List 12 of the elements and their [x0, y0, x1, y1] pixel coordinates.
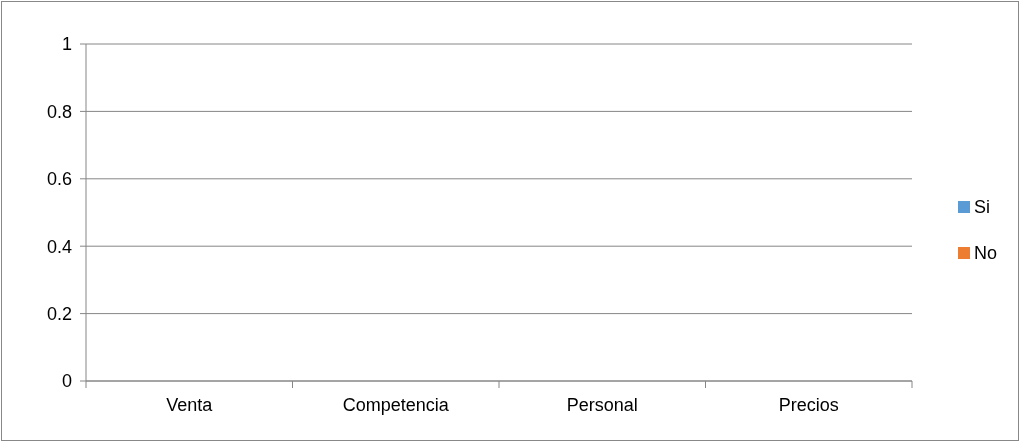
- x-tick-label: Precios: [778, 395, 839, 415]
- legend-label: No: [974, 243, 998, 264]
- legend-label: Si: [974, 197, 991, 218]
- y-tick-label: 1: [61, 34, 72, 55]
- x-tick-label: Venta: [166, 395, 214, 415]
- x-tick-label: Personal: [566, 395, 638, 415]
- y-tick-label: 0.2: [46, 303, 72, 324]
- y-tick-label: 0.8: [46, 101, 72, 122]
- y-tick-label: 0.4: [46, 236, 72, 257]
- y-tick-label: 0: [61, 371, 72, 392]
- x-tick-label: Competencia: [342, 395, 450, 415]
- y-tick-label: 0.6: [46, 169, 72, 190]
